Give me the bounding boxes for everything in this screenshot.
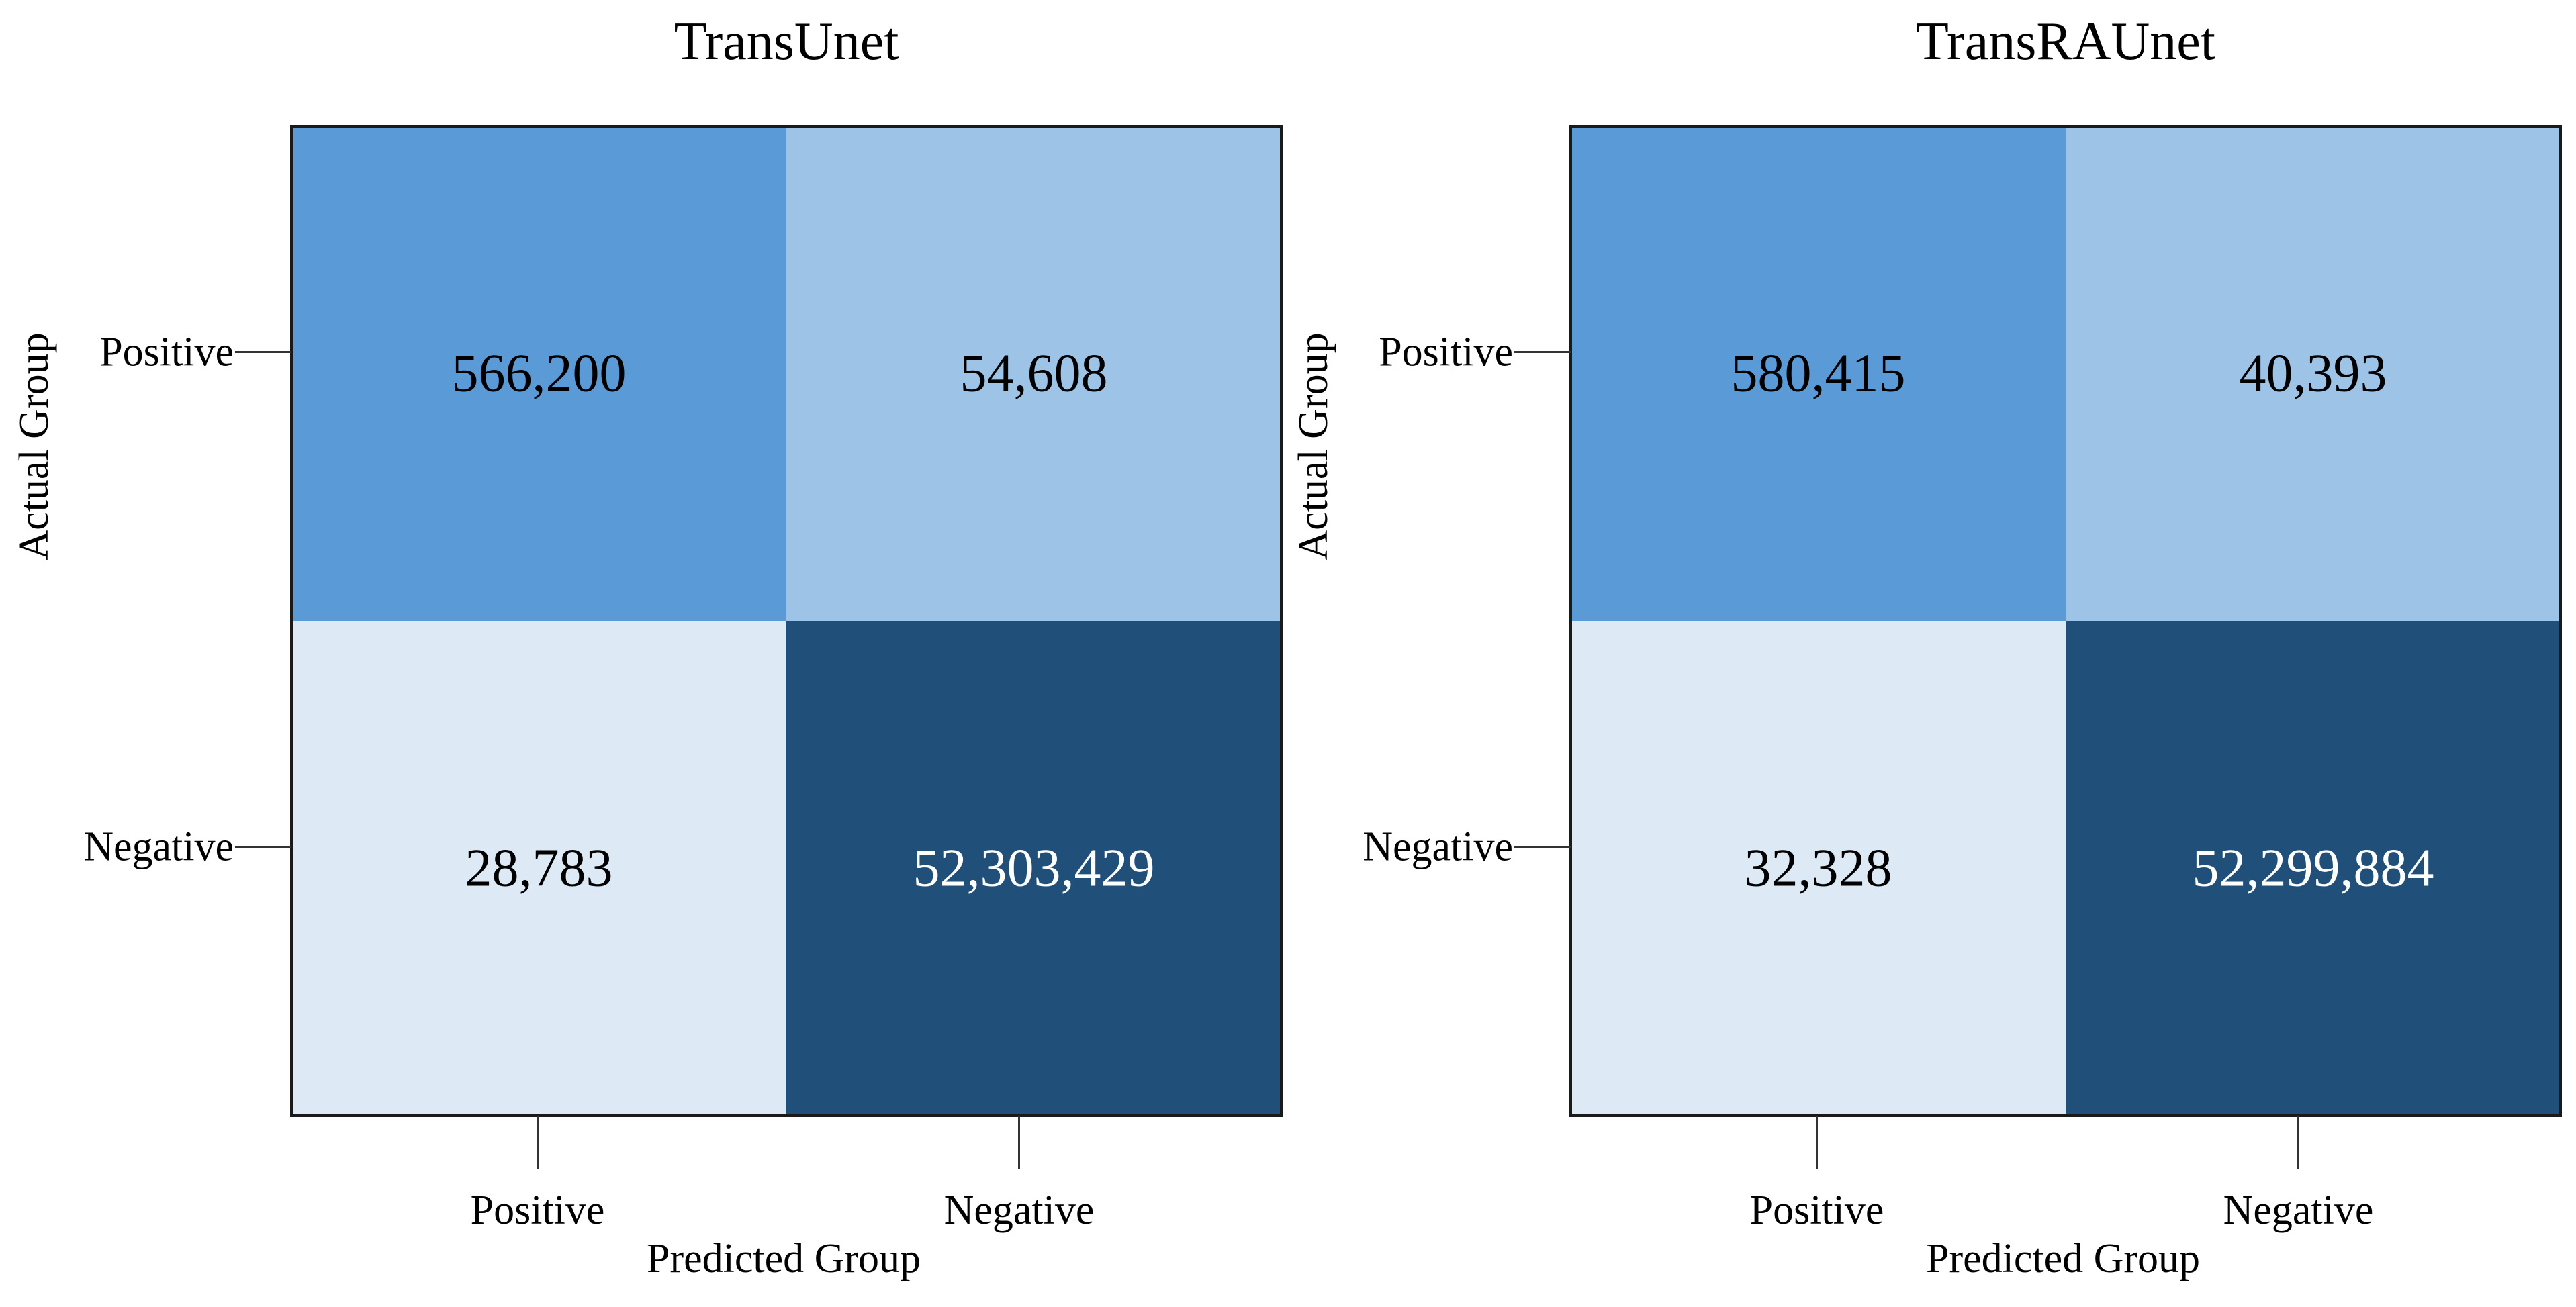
panel-1-cell-negative-negative (786, 621, 1281, 1116)
panel-2-y-tick-label: Negative (1363, 824, 1513, 870)
panel-2-y-axis-label: Actual Group (1291, 332, 1336, 560)
panel-2-cell-label: 32,328 (1745, 839, 1892, 898)
panel-1-y-tick-label: Positive (99, 330, 234, 375)
panel-1-x-axis-label: Predicted Group (647, 1236, 921, 1281)
panel-1-x-tick-label: Negative (944, 1188, 1095, 1233)
panel-1-cell-label: 54,608 (960, 344, 1108, 403)
panel-2-cell-negative-negative (2066, 621, 2561, 1116)
panel-1-cell-label: 52,303,429 (913, 839, 1155, 898)
panel-2-cell-label: 52,299,884 (2193, 839, 2434, 898)
panel-1-cell-positive-positive (291, 126, 786, 621)
panel-1-y-tick-label: Negative (83, 824, 234, 870)
panel-2-cell-label: 580,415 (1731, 344, 1906, 403)
panel-2-frame (1569, 125, 2562, 1117)
panel-2-x-axis-label: Predicted Group (1926, 1236, 2200, 1281)
panel-2-cell-label: 40,393 (2240, 344, 2387, 403)
panel-1-cell-label: 28,783 (465, 839, 613, 898)
panel-2-y-tick-label: Positive (1379, 330, 1513, 375)
panel-2-cell-negative-positive (1571, 621, 2066, 1116)
panel-2-cell-positive-positive (1571, 126, 2066, 621)
panel-1-cell-negative-positive (291, 621, 786, 1116)
panel-2-x-tick-label: Negative (2223, 1188, 2374, 1233)
panel-1-frame (290, 125, 1283, 1117)
panel-2-x-tick-label: Positive (1750, 1188, 1884, 1233)
panel-2-title: TransRAUnet (1916, 12, 2215, 71)
panel-1-cell-label: 566,200 (452, 344, 627, 403)
panel-1-y-axis-label: Actual Group (11, 332, 57, 560)
panel-1-x-tick-label: Positive (471, 1188, 605, 1233)
panel-1-cell-positive-negative (786, 126, 1281, 621)
panel-2-cell-positive-negative (2066, 126, 2561, 621)
panel-1-title: TransUnet (674, 12, 899, 71)
